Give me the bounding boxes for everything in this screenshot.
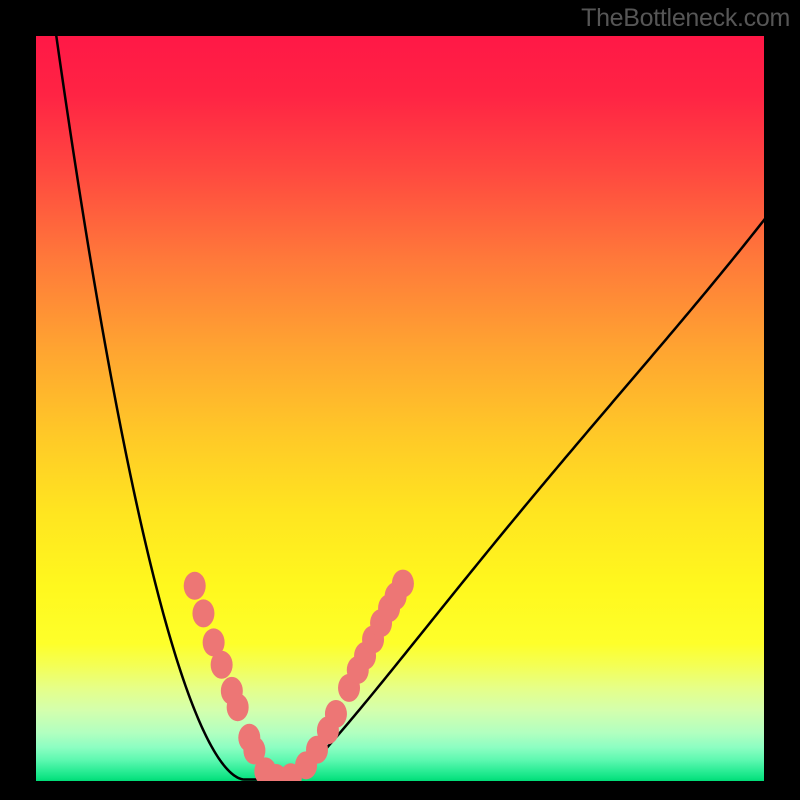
curve-marker	[325, 700, 347, 728]
curve-marker	[211, 651, 233, 679]
curve-marker	[192, 599, 214, 627]
watermark-text: TheBottleneck.com	[581, 4, 790, 33]
chart-svg	[0, 0, 800, 800]
chart-container: TheBottleneck.com	[0, 0, 800, 800]
curve-marker	[184, 572, 206, 600]
plot-area	[36, 36, 764, 781]
curve-marker	[227, 693, 249, 721]
curve-marker	[392, 570, 414, 598]
